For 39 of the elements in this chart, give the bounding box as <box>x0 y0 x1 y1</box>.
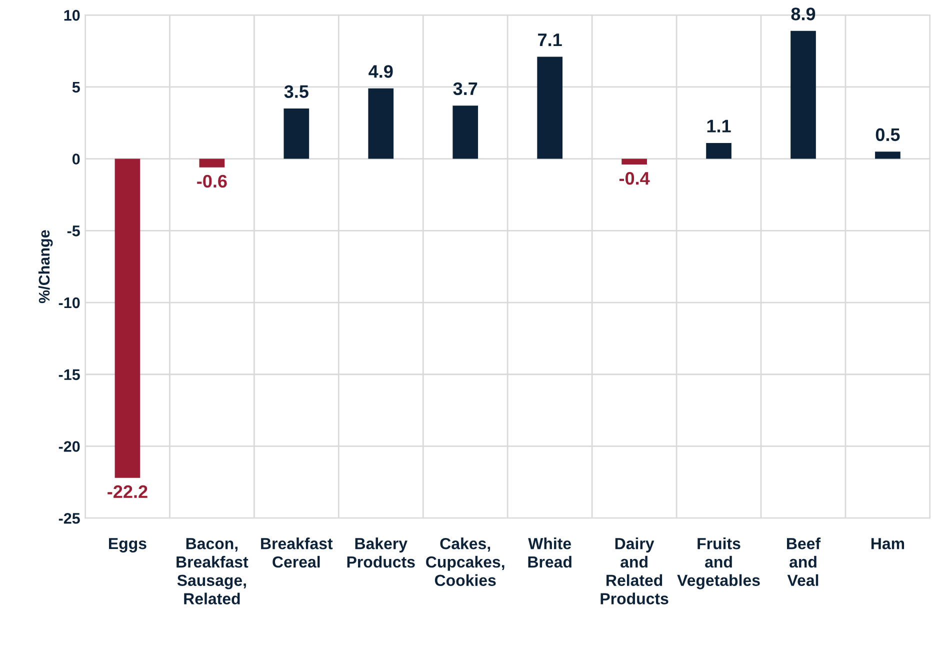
data-label: -0.4 <box>619 172 650 185</box>
y-tick-label: -10 <box>58 297 80 308</box>
x-tick-label: Bacon, Breakfast Sausage, Related <box>176 538 248 604</box>
data-label: 8.9 <box>791 8 816 20</box>
data-label: -22.2 <box>108 485 148 498</box>
x-tick-label: Cakes, Cupcakes, Cookies <box>426 538 504 586</box>
x-tick-label: Dairy and Related Products <box>600 538 668 604</box>
data-label: 0.5 <box>876 128 900 142</box>
y-tick-label: -5 <box>67 226 80 236</box>
y-tick-label: 10 <box>64 10 80 21</box>
bar <box>368 88 394 159</box>
bar <box>622 158 647 165</box>
data-label: 3.5 <box>284 85 308 98</box>
bar <box>537 56 562 159</box>
x-tick-label: Fruits and Vegetables <box>677 538 760 590</box>
bar <box>284 108 310 159</box>
data-label: 4.9 <box>368 65 393 78</box>
data-label: 3.7 <box>453 82 478 96</box>
x-tick-label: Bakery Products <box>347 538 415 568</box>
x-tick-label: Eggs <box>109 538 146 552</box>
bar <box>706 142 732 159</box>
y-axis-title: %/Change <box>38 230 53 304</box>
x-tick-label: Beef and Veal <box>787 538 821 586</box>
bar <box>790 30 816 159</box>
x-tick-label: Ham <box>871 538 904 550</box>
y-tick-label: 0 <box>72 154 80 164</box>
y-tick-label: -20 <box>58 441 80 452</box>
bar <box>875 152 900 159</box>
x-tick-label: Breakfast Cereal <box>261 538 333 568</box>
bar <box>114 158 140 478</box>
x-tick-label: White Bread <box>528 538 572 568</box>
data-label: -0.6 <box>197 174 227 188</box>
y-tick-label: -15 <box>58 369 80 380</box>
bar <box>452 106 478 159</box>
data-label: 7.1 <box>538 34 562 46</box>
data-label: 1.1 <box>707 120 731 132</box>
y-tick-label: 5 <box>72 82 80 93</box>
y-tick-label: -25 <box>58 512 80 524</box>
bar <box>199 158 225 168</box>
